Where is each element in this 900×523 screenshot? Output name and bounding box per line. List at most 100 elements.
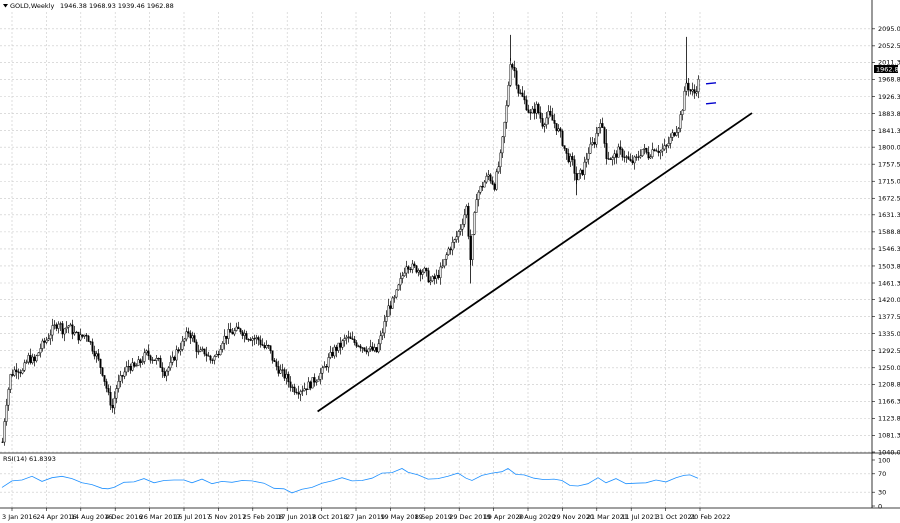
price-candle [273, 358, 276, 363]
candle-body [381, 332, 384, 337]
candle-body [409, 268, 412, 271]
candle-body [239, 328, 242, 333]
price-candle [287, 371, 290, 388]
x-tick-label: 31 Oct 2021 [656, 513, 696, 521]
price-candle [637, 150, 640, 161]
candle-body [9, 374, 12, 390]
candle-body [275, 361, 278, 367]
candle-body [489, 174, 492, 182]
price-candle [425, 267, 428, 277]
y-tick-label: 1926.30 [878, 93, 900, 101]
candle-body [129, 366, 132, 371]
price-axis: 2095.00 2052.55 2011.30 1968.85 1926.30 1883.… [872, 25, 900, 456]
price-candle [351, 331, 354, 340]
candle-body [345, 336, 348, 339]
candle-body [303, 388, 306, 392]
candle-body [405, 266, 408, 274]
candle-body [227, 329, 230, 339]
candle-body [137, 359, 140, 366]
candle-body [553, 120, 556, 124]
candle-body [585, 158, 588, 163]
price-candle [143, 348, 146, 365]
price-candle [513, 60, 516, 78]
price-candle [653, 148, 656, 152]
price-candle [477, 190, 480, 207]
candle-body [443, 258, 446, 267]
candle-body [671, 132, 674, 138]
price-candle [677, 127, 680, 138]
candle-body [609, 158, 612, 160]
price-candle [635, 153, 638, 161]
candle-body [481, 186, 484, 188]
candle-body [183, 338, 186, 342]
candle-body [107, 388, 110, 393]
price-candle [85, 332, 88, 342]
candle-body [5, 404, 8, 422]
candle-body [201, 348, 204, 351]
candle-body [167, 367, 170, 372]
price-candle [267, 344, 270, 349]
price-candle [641, 149, 644, 157]
rsi-panel: 100 70 30 0 [0, 456, 890, 510]
price-candle [123, 367, 126, 380]
price-candle [291, 384, 294, 392]
candle-body [315, 380, 318, 383]
x-tick-label: 20 Feb 2022 [690, 513, 730, 521]
candle-body [317, 379, 320, 382]
candle-body [607, 158, 610, 160]
candle-body [475, 199, 478, 213]
candle-body [535, 103, 538, 114]
candle-body [545, 117, 548, 125]
price-candle [153, 359, 156, 362]
chart-header: GOLD,Weekly 1946.38 1968.93 1939.46 1962… [3, 2, 174, 10]
candle-body [479, 186, 482, 193]
price-candle [241, 330, 244, 340]
price-candle [251, 336, 254, 347]
price-candle [623, 150, 626, 163]
candle-body [665, 145, 668, 147]
candle-body [181, 340, 184, 350]
candle-body [537, 103, 540, 114]
price-candle [139, 358, 142, 368]
y-tick-label: 1503.80 [878, 262, 900, 270]
candle-body [631, 160, 634, 164]
candle-body [341, 340, 344, 348]
price-candle [257, 335, 260, 346]
candle-body [325, 366, 328, 368]
price-candle [619, 140, 622, 155]
candle-body [249, 339, 252, 341]
candle-body [203, 348, 206, 355]
candle-body [49, 334, 52, 339]
candle-body [247, 339, 250, 341]
price-candle [595, 126, 598, 148]
price-candle [177, 347, 180, 354]
price-candle [315, 379, 318, 386]
range-marker-lower [705, 102, 717, 105]
candle-body [361, 347, 364, 349]
price-candle [455, 230, 458, 243]
price-candle [483, 180, 486, 188]
x-tick-label: 19 May 2019 [380, 513, 422, 521]
candle-body [693, 89, 696, 94]
price-candle [581, 169, 584, 176]
candle-body [647, 152, 650, 159]
candle-body [91, 341, 94, 352]
candle-body [435, 274, 438, 280]
candle-body [599, 123, 602, 128]
price-candle [53, 320, 56, 330]
candle-body [273, 360, 276, 363]
price-candle [203, 348, 206, 357]
price-candle [421, 269, 424, 280]
price-candle [33, 354, 36, 367]
price-candle [111, 398, 114, 413]
candle-body [639, 155, 642, 158]
collapse-triangle-icon[interactable] [3, 4, 8, 8]
price-candle [691, 82, 694, 96]
candle-body [23, 362, 26, 371]
candle-body [241, 331, 244, 336]
candle-body [297, 392, 300, 395]
candle-body [467, 205, 470, 237]
price-candle [511, 63, 514, 70]
price-candle [97, 349, 100, 362]
price-candle [399, 272, 402, 291]
